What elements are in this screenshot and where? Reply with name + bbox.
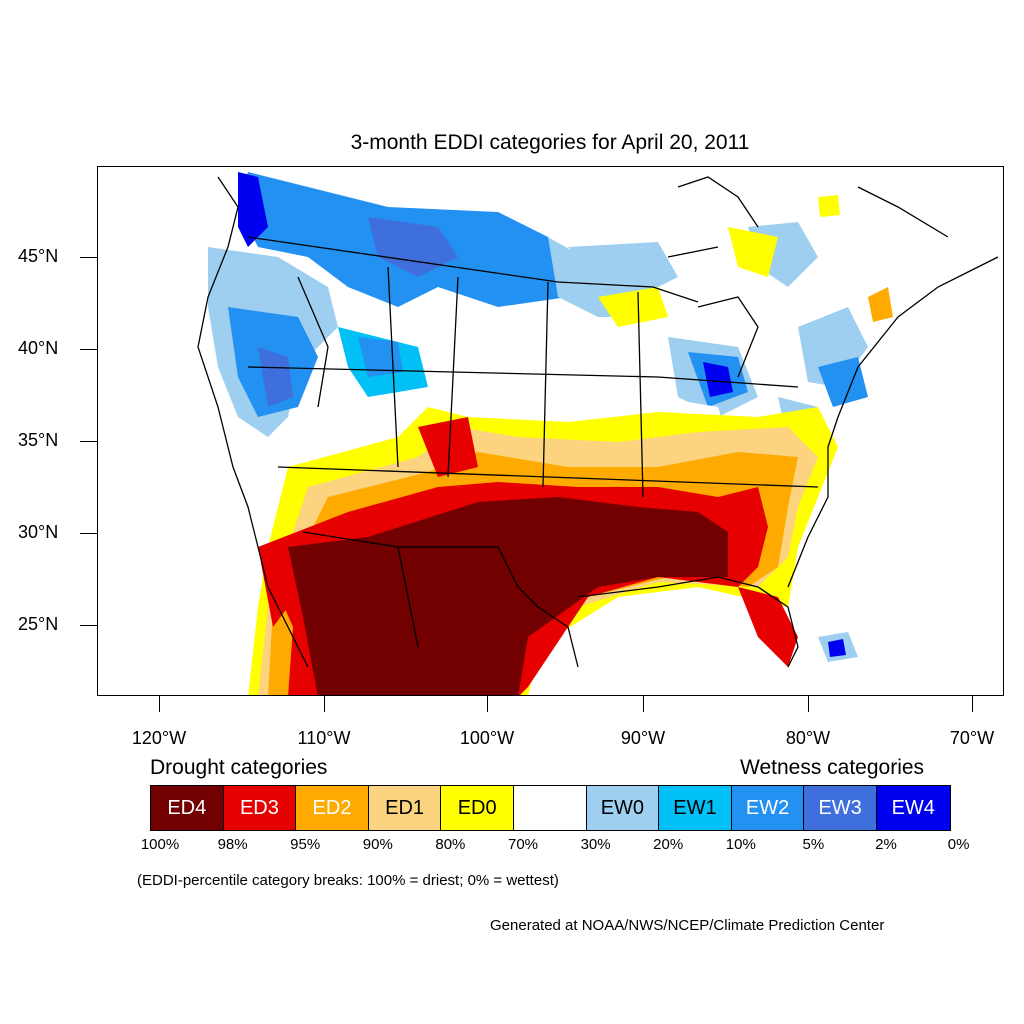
- lon-label: 70°W: [949, 728, 995, 748]
- map-title: 3-month EDDI categories for April 20, 20…: [350, 131, 750, 154]
- lon-label: 100°W: [459, 728, 515, 748]
- lat-tick: [80, 441, 97, 442]
- category-note: (EDDI-percentile category breaks: 100% =…: [137, 872, 559, 889]
- legend-bar: ED4 ED3 ED2 ED1 ED0 EW0 EW1 EW2 EW3 EW4: [150, 785, 951, 831]
- legend-break-label: 2%: [875, 836, 897, 853]
- lon-tick: [643, 696, 644, 712]
- lat-label: 45°N: [18, 246, 59, 266]
- legend-break-label: 90%: [362, 836, 393, 853]
- legend-cell-ew1: EW1: [659, 786, 732, 830]
- legend-break-label: 100%: [140, 836, 180, 853]
- lon-tick: [487, 696, 488, 712]
- lat-tick: [80, 625, 97, 626]
- lon-label: 110°W: [297, 728, 351, 748]
- legend-cell-ed1: ED1: [368, 786, 442, 830]
- legend-break-label: 80%: [435, 836, 466, 853]
- legend-cell-ew4: EW4: [876, 786, 950, 830]
- legend-break-label: 30%: [580, 836, 611, 853]
- lat-label: 40°N: [18, 338, 59, 358]
- lat-label: 25°N: [18, 614, 59, 634]
- lon-tick: [159, 696, 160, 712]
- lon-label: 120°W: [131, 728, 187, 748]
- legend-cell-ew2: EW2: [731, 786, 805, 830]
- legend-cell-ed2: ED2: [296, 786, 369, 830]
- lon-label: 90°W: [620, 728, 666, 748]
- boundaries: [197, 176, 999, 668]
- lat-label: 30°N: [18, 522, 59, 542]
- wetness-heading: Wetness categories: [740, 756, 925, 779]
- legend-break-label: 0%: [947, 836, 970, 853]
- lat-tick: [80, 533, 97, 534]
- legend-cell-ew3: EW3: [804, 786, 877, 830]
- legend-break-label: 20%: [653, 836, 684, 853]
- legend-cell-ew0: EW0: [586, 786, 660, 830]
- credit-text: Generated at NOAA/NWS/NCEP/Climate Predi…: [490, 917, 885, 934]
- map-canvas: [197, 172, 999, 695]
- legend-break-label: 5%: [802, 836, 825, 853]
- lat-tick: [80, 257, 97, 258]
- legend-cell-ed0: ED0: [441, 786, 514, 830]
- lon-tick: [972, 696, 973, 712]
- eddi-map: [97, 166, 1004, 696]
- legend-cell-ed3: ED3: [223, 786, 297, 830]
- lon-tick: [324, 696, 325, 712]
- lat-tick: [80, 349, 97, 350]
- legend-cell-ed4: ED4: [151, 786, 224, 830]
- legend-break-label: 98%: [217, 836, 248, 853]
- legend-break-label: 10%: [725, 836, 756, 853]
- lon-tick: [808, 696, 809, 712]
- drought-heading: Drought categories: [150, 756, 328, 779]
- lat-label: 35°N: [18, 430, 59, 450]
- lon-label: 80°W: [785, 728, 831, 748]
- legend-break-label: 95%: [290, 836, 321, 853]
- legend-cell-neutral: [513, 786, 587, 830]
- legend-break-label: 70%: [507, 836, 539, 853]
